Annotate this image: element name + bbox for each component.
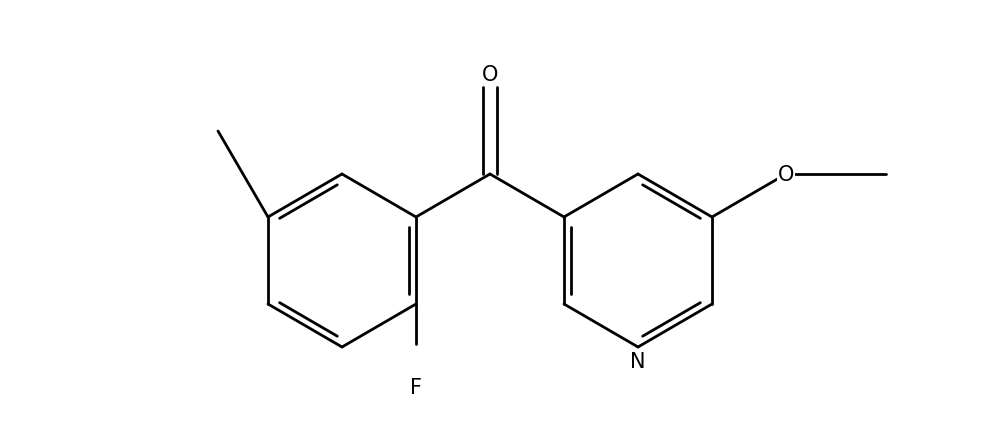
- Text: N: N: [631, 351, 645, 371]
- Text: O: O: [482, 65, 498, 85]
- Text: F: F: [410, 377, 422, 397]
- Text: O: O: [778, 164, 794, 184]
